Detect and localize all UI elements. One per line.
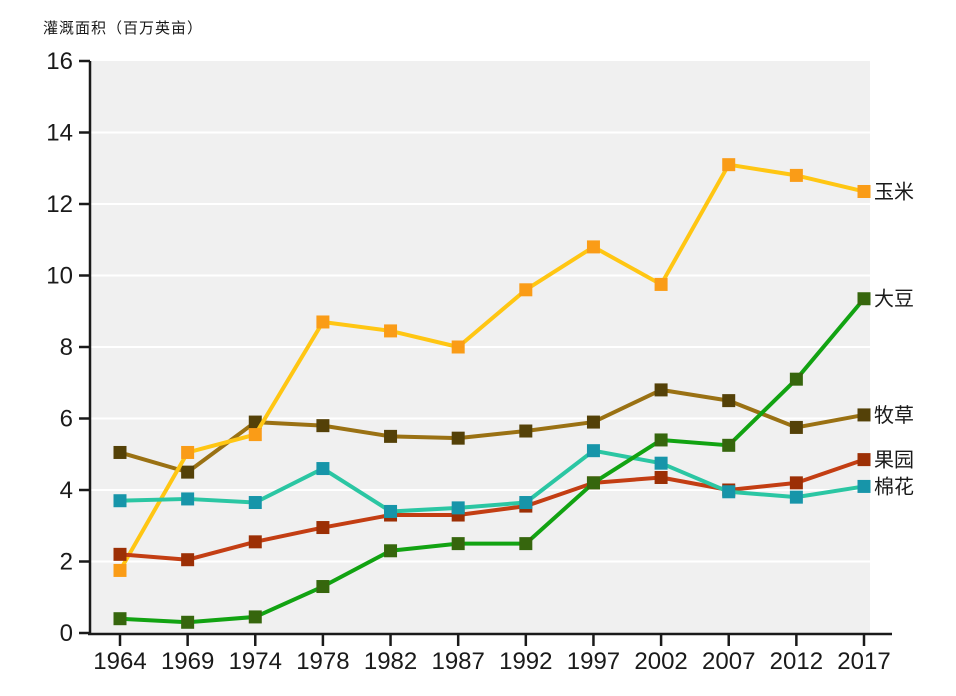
hay-marker-1978 <box>316 419 330 433</box>
soybean-marker-1969 <box>181 615 195 629</box>
orchard-marker-2017 <box>857 453 871 467</box>
soybean-marker-1978 <box>316 580 330 594</box>
corn-series-label: 玉米 <box>874 180 914 203</box>
hay-marker-2007 <box>722 394 736 408</box>
cotton-marker-2002 <box>654 456 668 470</box>
y-tick-label: 12 <box>46 191 73 218</box>
soybean-marker-1992 <box>519 537 533 551</box>
orchard-marker-2012 <box>789 476 803 490</box>
soybean-marker-2017 <box>857 292 871 306</box>
hay-marker-1982 <box>384 429 398 443</box>
y-tick-label: 2 <box>60 549 73 576</box>
y-tick-label: 16 <box>46 48 73 75</box>
corn-marker-1964 <box>113 563 127 577</box>
corn-marker-1969 <box>181 445 195 459</box>
corn-marker-1978 <box>316 315 330 329</box>
corn-marker-1974 <box>248 428 262 442</box>
corn-marker-2007 <box>722 158 736 172</box>
y-tick-label: 10 <box>46 263 73 290</box>
hay-marker-1997 <box>586 415 600 429</box>
soybean-series-label: 大豆 <box>874 288 914 311</box>
soybean-marker-1974 <box>248 610 262 624</box>
cotton-marker-1997 <box>586 444 600 458</box>
x-tick-label: 2007 <box>702 648 755 675</box>
soybean-marker-1982 <box>384 544 398 558</box>
corn-marker-2012 <box>789 168 803 182</box>
orchard-marker-1969 <box>181 553 195 567</box>
cotton-marker-2007 <box>722 485 736 499</box>
orchard-marker-1964 <box>113 547 127 561</box>
hay-marker-1964 <box>113 445 127 459</box>
corn-marker-2017 <box>857 184 871 198</box>
y-tick-label: 4 <box>60 477 73 504</box>
x-tick-label: 1997 <box>567 648 620 675</box>
cotton-marker-1982 <box>384 504 398 518</box>
x-tick-label: 2017 <box>837 648 890 675</box>
corn-marker-1987 <box>451 340 465 354</box>
soybean-line <box>119 297 866 625</box>
x-tick-label: 1974 <box>229 648 282 675</box>
cotton-marker-1987 <box>451 501 465 515</box>
x-tick-label: 1978 <box>296 648 349 675</box>
y-tick-label: 6 <box>60 406 73 433</box>
cotton-marker-2012 <box>789 490 803 504</box>
corn-marker-1992 <box>519 283 533 297</box>
corn-line <box>118 162 865 572</box>
cotton-marker-1969 <box>181 492 195 506</box>
hay-marker-2012 <box>789 420 803 434</box>
chart-title: 灌溉面积（百万英亩） <box>43 20 204 37</box>
cotton-marker-1992 <box>519 496 533 510</box>
soybean-marker-1997 <box>586 476 600 490</box>
corn-marker-1997 <box>586 240 600 254</box>
y-tick-label: 8 <box>60 334 73 361</box>
corn-marker-1982 <box>384 324 398 338</box>
y-tick-label: 14 <box>46 120 73 147</box>
orchard-marker-1978 <box>316 521 330 535</box>
soybean-marker-2002 <box>654 433 668 447</box>
hay-marker-1987 <box>451 431 465 445</box>
cotton-marker-2017 <box>857 479 871 493</box>
y-tick-label: 0 <box>60 620 73 647</box>
cotton-marker-1964 <box>113 494 127 508</box>
hay-marker-1992 <box>519 424 533 438</box>
soybean-marker-1964 <box>113 612 127 626</box>
soybean-marker-2012 <box>789 372 803 386</box>
orchard-series-label: 果园 <box>874 450 914 472</box>
x-tick-label: 1992 <box>499 648 552 675</box>
hay-series-label: 牧草 <box>874 404 914 427</box>
x-tick-label: 2002 <box>634 648 687 675</box>
hay-marker-1969 <box>181 465 195 479</box>
soybean-marker-1987 <box>451 537 465 551</box>
x-tick-label: 1964 <box>93 648 146 675</box>
x-tick-label: 1987 <box>431 648 484 675</box>
x-tick-label: 1969 <box>161 648 214 675</box>
cotton-series-label: 棉花 <box>874 475 914 498</box>
cotton-marker-1974 <box>248 496 262 510</box>
hay-marker-2017 <box>857 408 871 422</box>
corn-marker-2002 <box>654 277 668 291</box>
orchard-marker-2002 <box>654 470 668 484</box>
hay-marker-2002 <box>654 383 668 397</box>
soybean-marker-2007 <box>722 438 736 452</box>
hay-line <box>119 387 865 475</box>
x-tick-label: 2012 <box>770 648 823 675</box>
orchard-marker-1974 <box>248 535 262 549</box>
orchard-line <box>119 457 865 562</box>
cotton-line <box>119 448 865 514</box>
x-tick-label: 1982 <box>364 648 417 675</box>
cotton-marker-1978 <box>316 462 330 476</box>
